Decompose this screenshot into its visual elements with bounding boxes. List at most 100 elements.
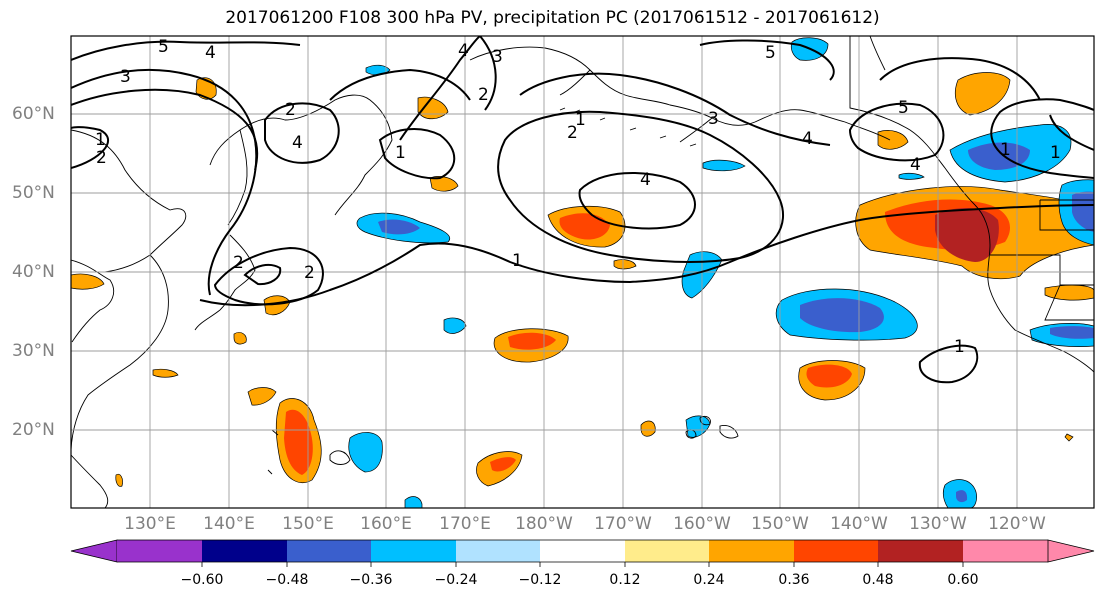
colorbar-segment bbox=[963, 540, 1048, 562]
precip-positive-area bbox=[115, 473, 123, 487]
precip-positive-area bbox=[559, 213, 610, 240]
colorbar-tick-label: 0.36 bbox=[778, 572, 810, 588]
colorbar-tick-label: −0.60 bbox=[180, 572, 224, 588]
lat-label: 60°N bbox=[12, 104, 55, 124]
lat-label: 40°N bbox=[12, 262, 55, 282]
contour-label: 1 bbox=[512, 251, 523, 271]
colorbar-tick-label: −0.24 bbox=[434, 572, 478, 588]
precip-negative-area bbox=[956, 490, 968, 503]
precip-positive-area bbox=[877, 130, 909, 150]
pv-contours bbox=[71, 36, 1094, 384]
lon-label: 120°W bbox=[988, 514, 1046, 534]
contour-label: 5 bbox=[898, 98, 909, 118]
precip-negative-area bbox=[404, 496, 423, 508]
colorbar-segment bbox=[540, 540, 625, 562]
colorbar-segment bbox=[287, 540, 371, 562]
lon-label: 150°W bbox=[751, 514, 809, 534]
colorbar-tick-label: 0.24 bbox=[693, 572, 725, 588]
contour-label: 1 bbox=[95, 130, 106, 150]
contour-label: 1 bbox=[1000, 140, 1011, 160]
precip-negative-area bbox=[800, 298, 884, 333]
colorbar-tick-label: −0.12 bbox=[518, 572, 562, 588]
contour-label: 1 bbox=[954, 337, 965, 357]
map-frame bbox=[70, 35, 1095, 509]
contour-label: 1 bbox=[1050, 143, 1061, 163]
precip-positive-area bbox=[935, 208, 999, 262]
precip-positive-area bbox=[1064, 433, 1074, 442]
colorbar-extend-high bbox=[1047, 539, 1095, 563]
contour-label: 4 bbox=[292, 133, 303, 153]
precip-positive-area bbox=[417, 96, 449, 120]
contour-label: 2 bbox=[567, 123, 578, 143]
precip-positive-area bbox=[640, 420, 656, 437]
colorbar-segment bbox=[456, 540, 540, 562]
coastlines bbox=[71, 36, 1094, 508]
map-title: 2017061200 F108 300 hPa PV, precipitatio… bbox=[225, 8, 880, 28]
precip-positive-area bbox=[490, 457, 516, 472]
contour-label: 1 bbox=[575, 110, 586, 130]
precip-negative-area bbox=[685, 415, 711, 438]
contour-label: 1 bbox=[395, 143, 406, 163]
precip-positive-area bbox=[806, 364, 852, 388]
colorbar-tick-label: 0.48 bbox=[862, 572, 894, 588]
contour-label: 4 bbox=[640, 170, 651, 190]
contour-label: 2 bbox=[304, 263, 315, 283]
colorbar-tick-label: 0.12 bbox=[609, 572, 641, 588]
lat-label: 20°N bbox=[12, 420, 55, 440]
precip-negative-area bbox=[348, 432, 383, 473]
graticule bbox=[71, 36, 1094, 508]
lon-label: 130°E bbox=[124, 514, 176, 534]
lon-label: 170°W bbox=[594, 514, 652, 534]
lon-label: 180°W bbox=[515, 514, 573, 534]
precip-positive-area bbox=[284, 409, 313, 475]
colorbar-tick-label: −0.48 bbox=[265, 572, 309, 588]
contour-label: 3 bbox=[492, 47, 503, 67]
colorbar-tick-label: −0.36 bbox=[349, 572, 393, 588]
precip-shading bbox=[71, 37, 1094, 508]
contour-label: 2 bbox=[478, 85, 489, 105]
precip-positive-area bbox=[1044, 284, 1094, 301]
colorbar-segment bbox=[794, 540, 878, 562]
contour-label: 4 bbox=[458, 41, 469, 61]
colorbar-segment bbox=[371, 540, 456, 562]
contour-label: 2 bbox=[233, 253, 244, 273]
lat-label: 30°N bbox=[12, 341, 55, 361]
precip-negative-area bbox=[702, 159, 746, 172]
lon-label: 160°W bbox=[673, 514, 731, 534]
contour-label: 3 bbox=[120, 67, 131, 87]
precip-positive-area bbox=[613, 259, 637, 270]
colorbar-segment bbox=[709, 540, 794, 562]
contour-label: 4 bbox=[910, 155, 921, 175]
precip-positive-area bbox=[233, 332, 247, 345]
precip-negative-area bbox=[898, 172, 925, 180]
contour-label: 4 bbox=[205, 43, 216, 63]
contour-labels: 5 4 3 4 3 2 1 2 5 3 1 2 4 4 5 4 1 2 1 2 … bbox=[95, 37, 1061, 357]
lon-label: 130°W bbox=[909, 514, 967, 534]
contour-label: 2 bbox=[285, 100, 296, 120]
lon-label: 160°E bbox=[360, 514, 412, 534]
colorbar-tick-label: 0.60 bbox=[947, 572, 979, 588]
lon-label: 150°E bbox=[282, 514, 334, 534]
colorbar bbox=[70, 539, 1095, 567]
precip-negative-area bbox=[1050, 326, 1094, 339]
colorbar-segment bbox=[878, 540, 963, 562]
contour-label: 4 bbox=[802, 129, 813, 149]
precip-positive-area bbox=[429, 176, 459, 192]
colorbar-extend-low bbox=[70, 539, 118, 563]
precip-negative-area bbox=[1072, 191, 1094, 232]
contour-label: 2 bbox=[96, 148, 107, 168]
precip-positive-area bbox=[247, 387, 277, 406]
lon-label: 170°E bbox=[439, 514, 491, 534]
lon-label: 140°E bbox=[203, 514, 255, 534]
precip-positive-area bbox=[71, 273, 105, 290]
colorbar-segment bbox=[202, 540, 287, 562]
lat-label: 50°N bbox=[12, 183, 55, 203]
precip-negative-area bbox=[378, 219, 420, 235]
colorbar-segment bbox=[625, 540, 709, 562]
contour-label: 3 bbox=[708, 109, 719, 129]
colorbar-segment bbox=[117, 540, 202, 562]
contour-label: 5 bbox=[765, 43, 776, 63]
precip-negative-area bbox=[443, 317, 467, 334]
lon-label: 140°W bbox=[830, 514, 888, 534]
